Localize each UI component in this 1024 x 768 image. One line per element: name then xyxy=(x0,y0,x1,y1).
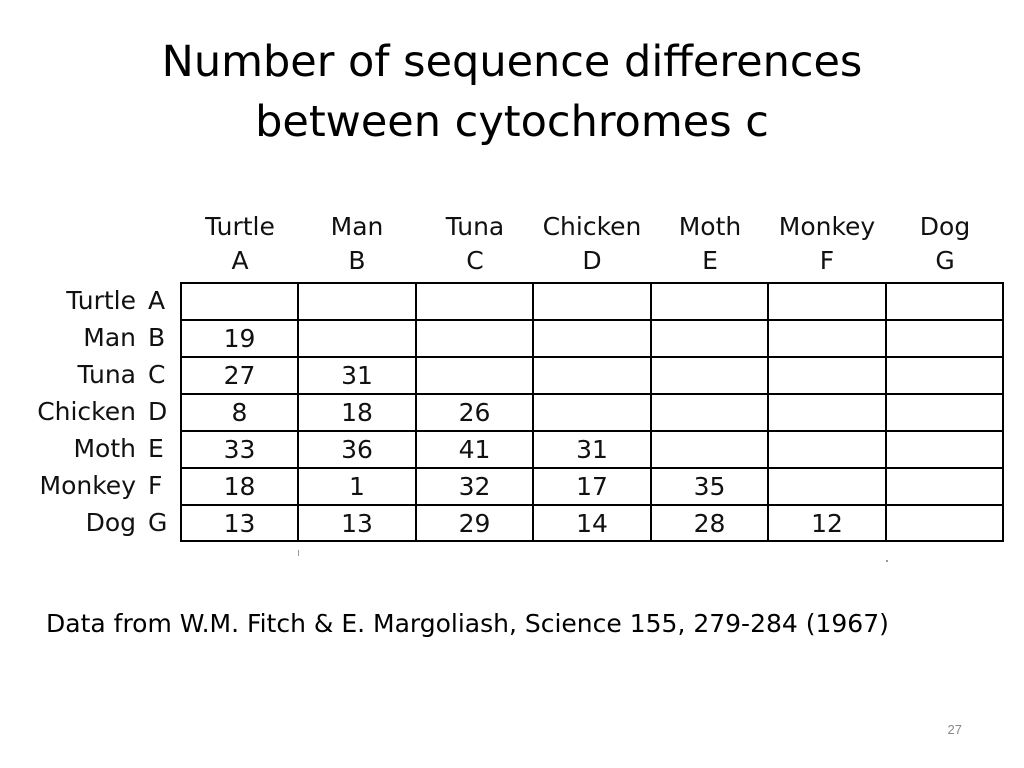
table-cell xyxy=(534,395,652,432)
table-cell: 36 xyxy=(299,432,417,469)
stray-mark xyxy=(886,560,888,562)
row-header-letter: C xyxy=(148,360,166,389)
row-header-letter: A xyxy=(148,286,166,315)
table-cell xyxy=(887,395,1002,432)
column-header-name: Turtle xyxy=(205,212,275,241)
table-cell: 1 xyxy=(299,469,417,506)
row-header-moth: Moth E xyxy=(26,430,172,467)
row-header-man: Man B xyxy=(26,319,172,356)
table-cell xyxy=(652,395,769,432)
table-cell: 33 xyxy=(182,432,299,469)
column-header-name: Man xyxy=(330,212,384,241)
table-cell xyxy=(299,284,417,321)
row-header-dog: Dog G xyxy=(26,504,172,541)
table-cell xyxy=(534,284,652,321)
row-header-letter: F xyxy=(148,471,163,500)
column-header-letter: F xyxy=(819,246,835,275)
stray-mark xyxy=(298,550,299,556)
data-citation: Data from W.M. Fitch & E. Margoliash, Sc… xyxy=(46,609,889,638)
table-cell: 17 xyxy=(534,469,652,506)
table-cell xyxy=(534,321,652,358)
row-header-tuna: Tuna C xyxy=(26,356,172,393)
table-cell xyxy=(887,432,1002,469)
table-cell: 19 xyxy=(182,321,299,358)
column-header-letter: E xyxy=(702,246,718,275)
column-header-letter: A xyxy=(231,246,249,275)
table-cell: 41 xyxy=(417,432,534,469)
row-header-name: Man xyxy=(83,323,136,352)
table-cell xyxy=(652,432,769,469)
slide-title-line-1: Number of sequence differences xyxy=(161,37,863,87)
table-cell: 8 xyxy=(182,395,299,432)
table-cell xyxy=(887,506,1002,540)
column-header-letter: G xyxy=(935,246,955,275)
table-cell: 13 xyxy=(182,506,299,540)
table-cell: 29 xyxy=(417,506,534,540)
table-cell: 18 xyxy=(182,469,299,506)
row-header-letter: D xyxy=(148,397,168,426)
table-cell xyxy=(652,284,769,321)
row-header-name: Monkey xyxy=(39,471,136,500)
table-cell xyxy=(417,284,534,321)
table-cell xyxy=(417,321,534,358)
table-cell xyxy=(887,321,1002,358)
table-cell: 31 xyxy=(534,432,652,469)
column-header-dog: Dog G xyxy=(886,210,1004,278)
row-header-turtle: Turtle A xyxy=(26,282,172,319)
table-cell xyxy=(769,284,887,321)
column-header-letter: B xyxy=(348,246,366,275)
column-header-moth: Moth E xyxy=(651,210,769,278)
column-header-turtle: Turtle A xyxy=(181,210,299,278)
column-header-name: Moth xyxy=(678,212,742,241)
slide-number: 27 xyxy=(947,722,962,737)
table-cell xyxy=(887,469,1002,506)
column-header-tuna: Tuna C xyxy=(416,210,534,278)
row-header-name: Tuna xyxy=(77,360,136,389)
table-cell: 35 xyxy=(652,469,769,506)
table-cell xyxy=(417,358,534,395)
table-cell: 13 xyxy=(299,506,417,540)
table-cell xyxy=(769,469,887,506)
table-cell: 12 xyxy=(769,506,887,540)
table-cell xyxy=(887,284,1002,321)
table-cell: 31 xyxy=(299,358,417,395)
table-cell xyxy=(769,358,887,395)
table-cell xyxy=(769,432,887,469)
slide-title-line-2: between cytochromes c xyxy=(255,97,769,147)
column-header-name: Dog xyxy=(919,212,971,241)
table-cell: 27 xyxy=(182,358,299,395)
column-header-monkey: Monkey F xyxy=(768,210,886,278)
table-cell xyxy=(652,358,769,395)
table-cell: 14 xyxy=(534,506,652,540)
row-header-letter: E xyxy=(148,434,164,463)
column-header-letter: D xyxy=(582,246,602,275)
column-header-name: Chicken xyxy=(542,212,642,241)
table-cell: 18 xyxy=(299,395,417,432)
slide-title: Number of sequence differences between c… xyxy=(0,32,1024,152)
table-cell xyxy=(299,321,417,358)
row-header-letter: G xyxy=(148,508,168,537)
column-header-letter: C xyxy=(466,246,484,275)
column-header-man: Man B xyxy=(298,210,416,278)
column-header-chicken: Chicken D xyxy=(533,210,651,278)
table-cell xyxy=(652,321,769,358)
table-cell xyxy=(182,284,299,321)
table-cell: 32 xyxy=(417,469,534,506)
row-header-monkey: Monkey F xyxy=(26,467,172,504)
row-header-chicken: Chicken D xyxy=(26,393,172,430)
row-header-name: Turtle xyxy=(66,286,136,315)
column-header-name: Monkey xyxy=(778,212,876,241)
table-cell xyxy=(534,358,652,395)
table-cell xyxy=(769,395,887,432)
table-cell: 26 xyxy=(417,395,534,432)
row-header-name: Dog xyxy=(85,508,136,537)
row-header-letter: B xyxy=(148,323,166,352)
row-header-name: Moth xyxy=(73,434,136,463)
table-cell xyxy=(887,358,1002,395)
table-cell: 28 xyxy=(652,506,769,540)
distance-matrix-table: 19 27 31 8 18 26 33 36 41 31 18 1 32 17 35 13 13 29 14 28 12 xyxy=(180,282,1004,542)
column-header-name: Tuna xyxy=(445,212,505,241)
table-cell xyxy=(769,321,887,358)
row-header-name: Chicken xyxy=(37,397,136,426)
